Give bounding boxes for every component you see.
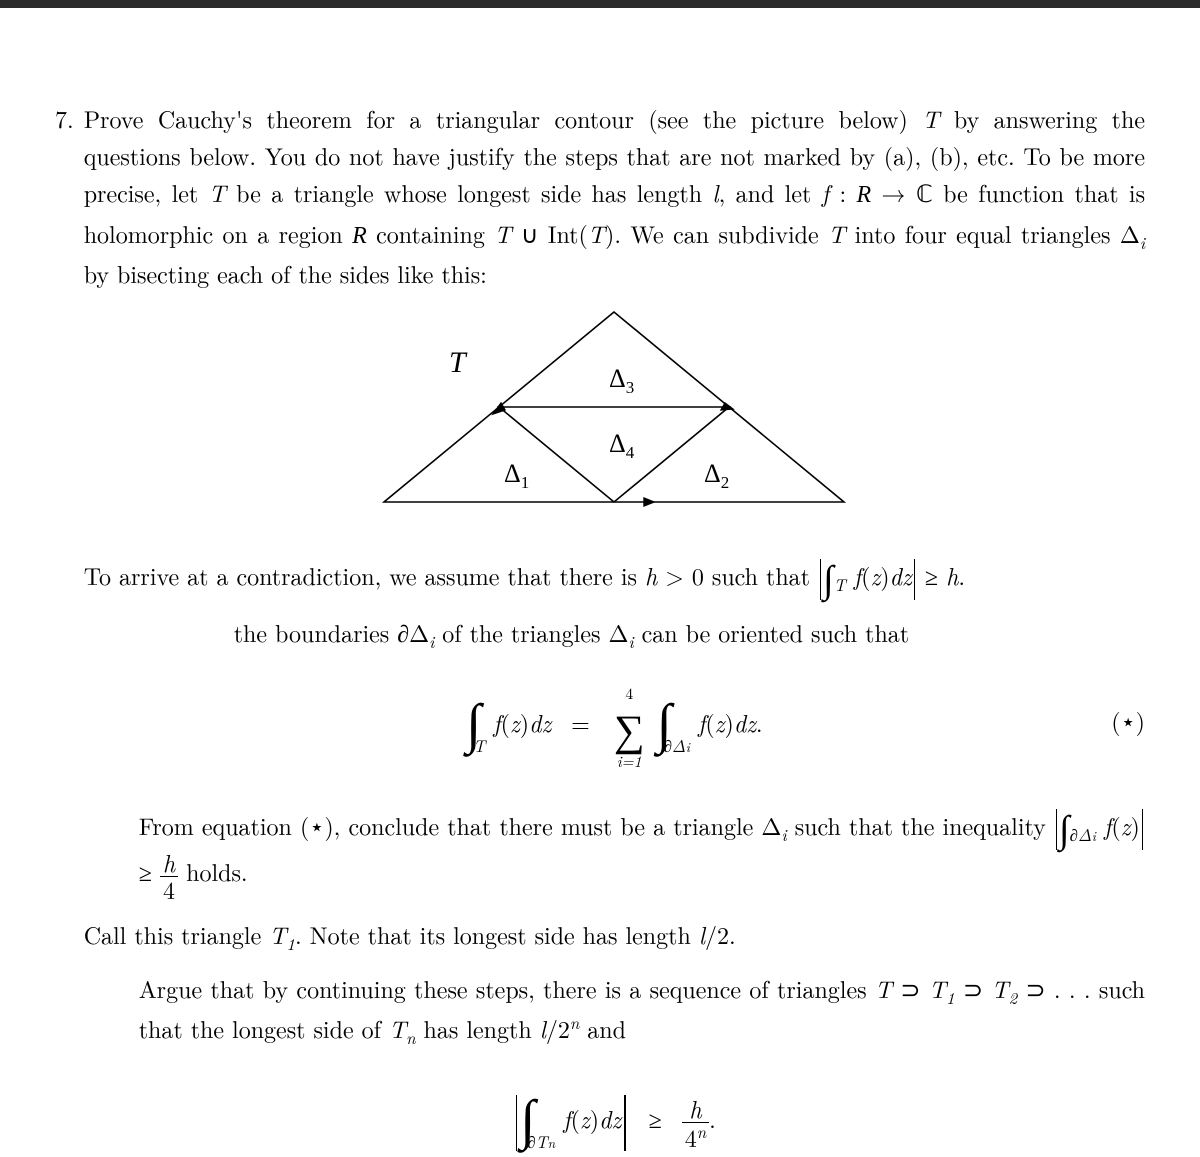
svg-text:Δ3: Δ3 bbox=[609, 364, 634, 397]
equation-star-body: ∫Tf(z)dz = 4∑i=1 ∫∂Δif(z)dz. bbox=[466, 668, 763, 773]
svg-text:Δ1: Δ1 bbox=[504, 459, 529, 492]
equation-star: ∫Tf(z)dz = 4∑i=1 ∫∂Δif(z)dz. (⋆) bbox=[84, 668, 1145, 773]
problem-number: 7. bbox=[55, 100, 74, 1157]
problem-7: 7. Prove Cauchy's theorem for a triangul… bbox=[55, 100, 1145, 1157]
equation-final: ∫∂Tnf(z)dz ≥ h4n. bbox=[84, 1064, 1145, 1150]
boundaries-paragraph: the boundaries ∂Δi of the triangles Δi c… bbox=[234, 614, 1145, 654]
intro-paragraph: Prove Cauchy's theorem for a triangular … bbox=[84, 100, 1145, 292]
topbar bbox=[0, 0, 1200, 8]
equation-final-body: ∫∂Tnf(z)dz ≥ h4n. bbox=[513, 1064, 716, 1150]
contradiction-paragraph: To arrive at a contradiction, we assume … bbox=[84, 541, 1145, 601]
triangle-figure: T Δ3 Δ4 Δ1 Δ2 bbox=[84, 302, 1145, 527]
problem-body: Prove Cauchy's theorem for a triangular … bbox=[84, 100, 1145, 1157]
page: 7. Prove Cauchy's theorem for a triangul… bbox=[0, 0, 1200, 1128]
triangle-svg: T Δ3 Δ4 Δ1 Δ2 bbox=[354, 302, 874, 527]
call-t1-paragraph: Call this triangle T1. Note that its lon… bbox=[84, 916, 1145, 956]
svg-text:Δ2: Δ2 bbox=[704, 459, 729, 492]
fromstar-paragraph: From equation (⋆), conclude that there m… bbox=[139, 791, 1145, 902]
svg-text:Δ4: Δ4 bbox=[609, 429, 635, 462]
equation-star-label: (⋆) bbox=[1111, 702, 1145, 739]
argue-paragraph: Argue that by continuing these steps, th… bbox=[139, 970, 1145, 1051]
svg-text:T: T bbox=[449, 346, 468, 379]
